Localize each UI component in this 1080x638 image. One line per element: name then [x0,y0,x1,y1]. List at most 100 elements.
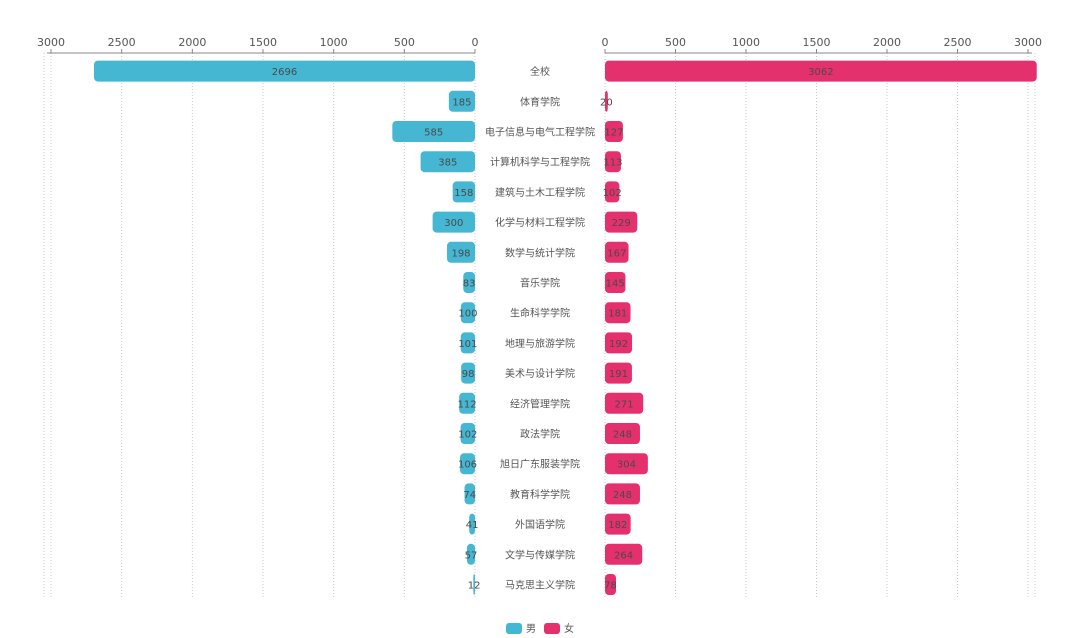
value-label-female: 3062 [808,67,833,78]
bar-male [460,423,475,444]
value-label-male: 2696 [272,67,297,78]
tick-label-right: 2000 [873,36,901,49]
bar-male [93,60,475,82]
bars [93,60,1037,595]
value-label-male: 101 [458,339,477,350]
tick-label-left: 0 [472,36,479,49]
tick-label-right: 1500 [803,36,831,49]
bar-female [605,423,640,444]
bar-male [460,302,475,324]
value-label-male: 185 [452,97,471,108]
value-label-male: 198 [451,248,470,259]
value-label-female: 102 [603,188,622,199]
legend-label-male[interactable]: 男 [526,623,536,635]
value-label-male: 106 [458,460,477,471]
gridlines [43,53,1036,598]
value-label-male: 112 [458,399,477,410]
bar-female [605,181,620,203]
legend-swatch-female[interactable] [544,623,560,634]
value-label-male: 100 [458,309,477,320]
value-label-male: 74 [463,490,476,501]
tick-label-right: 1000 [732,36,760,49]
category-label: 全校 [530,65,550,78]
category-label: 体育学院 [520,95,560,108]
legend-label-female[interactable]: 女 [564,622,574,635]
bar-male [463,272,475,293]
bar-female [605,543,643,565]
tick-label-right: 3000 [1014,36,1042,49]
bar-male [420,151,475,173]
category-label: 教育科学学院 [510,488,570,501]
value-label-male: 300 [444,218,463,229]
tick-label-left: 2500 [108,36,136,49]
value-label-female: 192 [609,339,628,350]
bar-female [605,211,638,233]
value-label-female: 229 [612,218,631,229]
value-label-female: 78 [604,581,617,592]
category-label: 外国语学院 [515,518,565,531]
bar-female [605,272,626,293]
category-label: 建筑与土木工程学院 [495,186,585,199]
bar-female [605,60,1037,82]
category-label: 美术与设计学院 [505,367,575,380]
category-label: 马克思主义学院 [505,579,575,592]
bar-female [605,332,633,354]
bar-female [605,151,621,173]
bar-female [605,241,629,263]
bar-male [432,211,475,233]
tick-label-left: 2000 [178,36,206,49]
value-label-female: 248 [613,430,632,441]
bar-female [605,302,631,324]
category-label: 政法学院 [520,428,560,441]
tick-label-right: 0 [602,36,609,49]
value-label-male: 585 [424,128,443,139]
bar-female [605,483,640,505]
category-label: 计算机科学与工程学院 [490,156,590,169]
value-label-female: 304 [617,460,636,471]
category-label: 旭日广东服装学院 [500,458,580,471]
value-label-female: 248 [613,490,632,501]
bar-male [447,241,475,263]
bar-male [392,121,475,142]
value-label-female: 191 [609,369,628,380]
value-label-female: 20 [600,97,613,108]
tick-label-right: 2500 [944,36,972,49]
bar-female [605,90,608,112]
bar-female [605,362,632,384]
bar-male [466,543,475,565]
labels: 2696 3062 全校 185 20 体育学院 585 127 电子信息与电气工程学院 385 1… [272,65,834,591]
value-label-male: 158 [454,188,473,199]
legend: 男 女 [506,622,574,635]
value-label-male: 57 [465,550,478,561]
category-label: 经济管理学院 [510,397,570,410]
value-label-female: 264 [614,550,633,561]
value-label-male: 41 [466,520,479,531]
bar-female [605,453,648,475]
value-label-male: 385 [438,158,457,169]
value-label-female: 113 [603,158,622,169]
value-label-male: 12 [468,581,481,592]
category-label: 数学与统计学院 [505,246,575,259]
bar-female [605,392,644,414]
value-label-male: 102 [458,430,477,441]
bar-male [460,453,475,475]
tick-label-left: 1500 [249,36,277,49]
value-label-male: 98 [462,369,475,380]
category-label: 文学与传媒学院 [505,548,575,561]
legend-swatch-male[interactable] [506,623,522,634]
tick-label-left: 1000 [320,36,348,49]
value-label-male: 83 [463,279,476,290]
bar-male [452,181,475,203]
value-label-female: 271 [615,399,634,410]
tick-label-right: 500 [665,36,686,49]
category-label: 地理与旅游学院 [505,337,575,350]
value-label-female: 145 [606,279,625,290]
category-label: 电子信息与电气工程学院 [485,126,595,139]
tick-label-left: 500 [394,36,415,49]
bar-female [605,121,623,142]
value-label-female: 182 [608,520,627,531]
category-label: 化学与材料工程学院 [495,216,585,229]
category-label: 生命科学学院 [510,307,570,320]
bar-male [448,90,475,112]
